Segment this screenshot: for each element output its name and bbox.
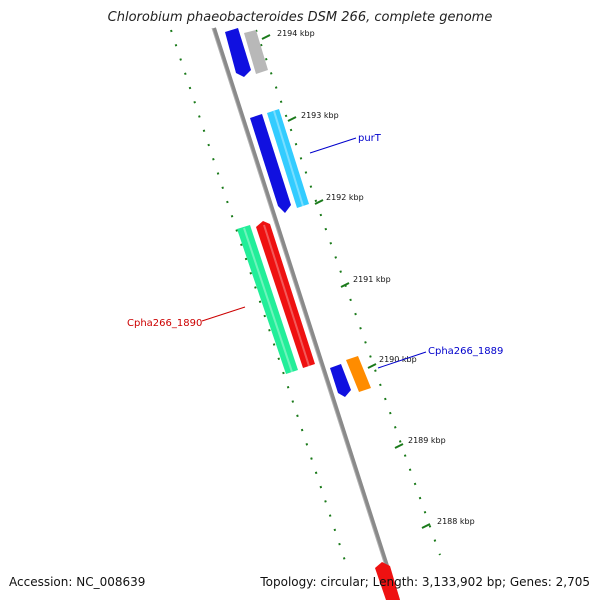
scale-tick bbox=[340, 282, 350, 288]
gene-red-bottom[interactable] bbox=[375, 562, 400, 600]
scale-tick bbox=[287, 116, 297, 122]
genome-backbone-highlight bbox=[211, 27, 397, 600]
scale-label: 2193 kbp bbox=[301, 111, 339, 120]
scale-label: 2192 kbp bbox=[326, 193, 364, 202]
scale-tick bbox=[261, 34, 271, 40]
gene-green-highlight bbox=[243, 227, 293, 373]
gene-purt[interactable] bbox=[267, 109, 309, 208]
gene-green[interactable] bbox=[237, 225, 298, 374]
purt-leader-line bbox=[309, 137, 357, 154]
scale-label: 2191 kbp bbox=[353, 275, 391, 284]
gene-label-purt[interactable]: purT bbox=[358, 133, 382, 144]
gene-blue-purt-adjacent[interactable] bbox=[250, 114, 291, 213]
gene-cpha266-1890[interactable] bbox=[256, 221, 315, 368]
scale-ticks bbox=[261, 34, 431, 529]
topology-text: Topology: circular; Length: 3,133,902 bp… bbox=[260, 575, 590, 589]
gene-label-cpha266-1889[interactable]: Cpha266_1889 bbox=[428, 346, 503, 357]
gene-label-cpha266-1890[interactable]: Cpha266_1890 bbox=[127, 318, 202, 329]
scale-label: 2188 kbp bbox=[437, 517, 475, 526]
scale-tick bbox=[314, 199, 324, 205]
genome-title: Chlorobium phaeobacteroides DSM 266, com… bbox=[107, 10, 493, 25]
gene-cpha266-1889[interactable] bbox=[346, 356, 371, 392]
accession-text: Accession: NC_008639 bbox=[9, 575, 146, 589]
scale-label: 2190 kbp bbox=[379, 355, 417, 364]
scale-tick bbox=[421, 523, 431, 529]
cpha266-1890-leader-line bbox=[201, 306, 246, 322]
gene-blue-top[interactable] bbox=[225, 28, 251, 77]
genome-backbone bbox=[212, 27, 400, 600]
scale-label: 2194 kbp bbox=[277, 29, 315, 38]
gene-blue-lower[interactable] bbox=[330, 364, 351, 397]
gene-gray-top[interactable] bbox=[244, 30, 268, 74]
scale-label: 2189 kbp bbox=[408, 436, 446, 445]
cpha266-1889-leader-line bbox=[377, 351, 427, 369]
gene-purt-highlight bbox=[273, 110, 304, 207]
gene-red-highlight bbox=[263, 224, 310, 367]
scale-tick bbox=[367, 363, 377, 369]
scale-tick bbox=[394, 443, 404, 449]
